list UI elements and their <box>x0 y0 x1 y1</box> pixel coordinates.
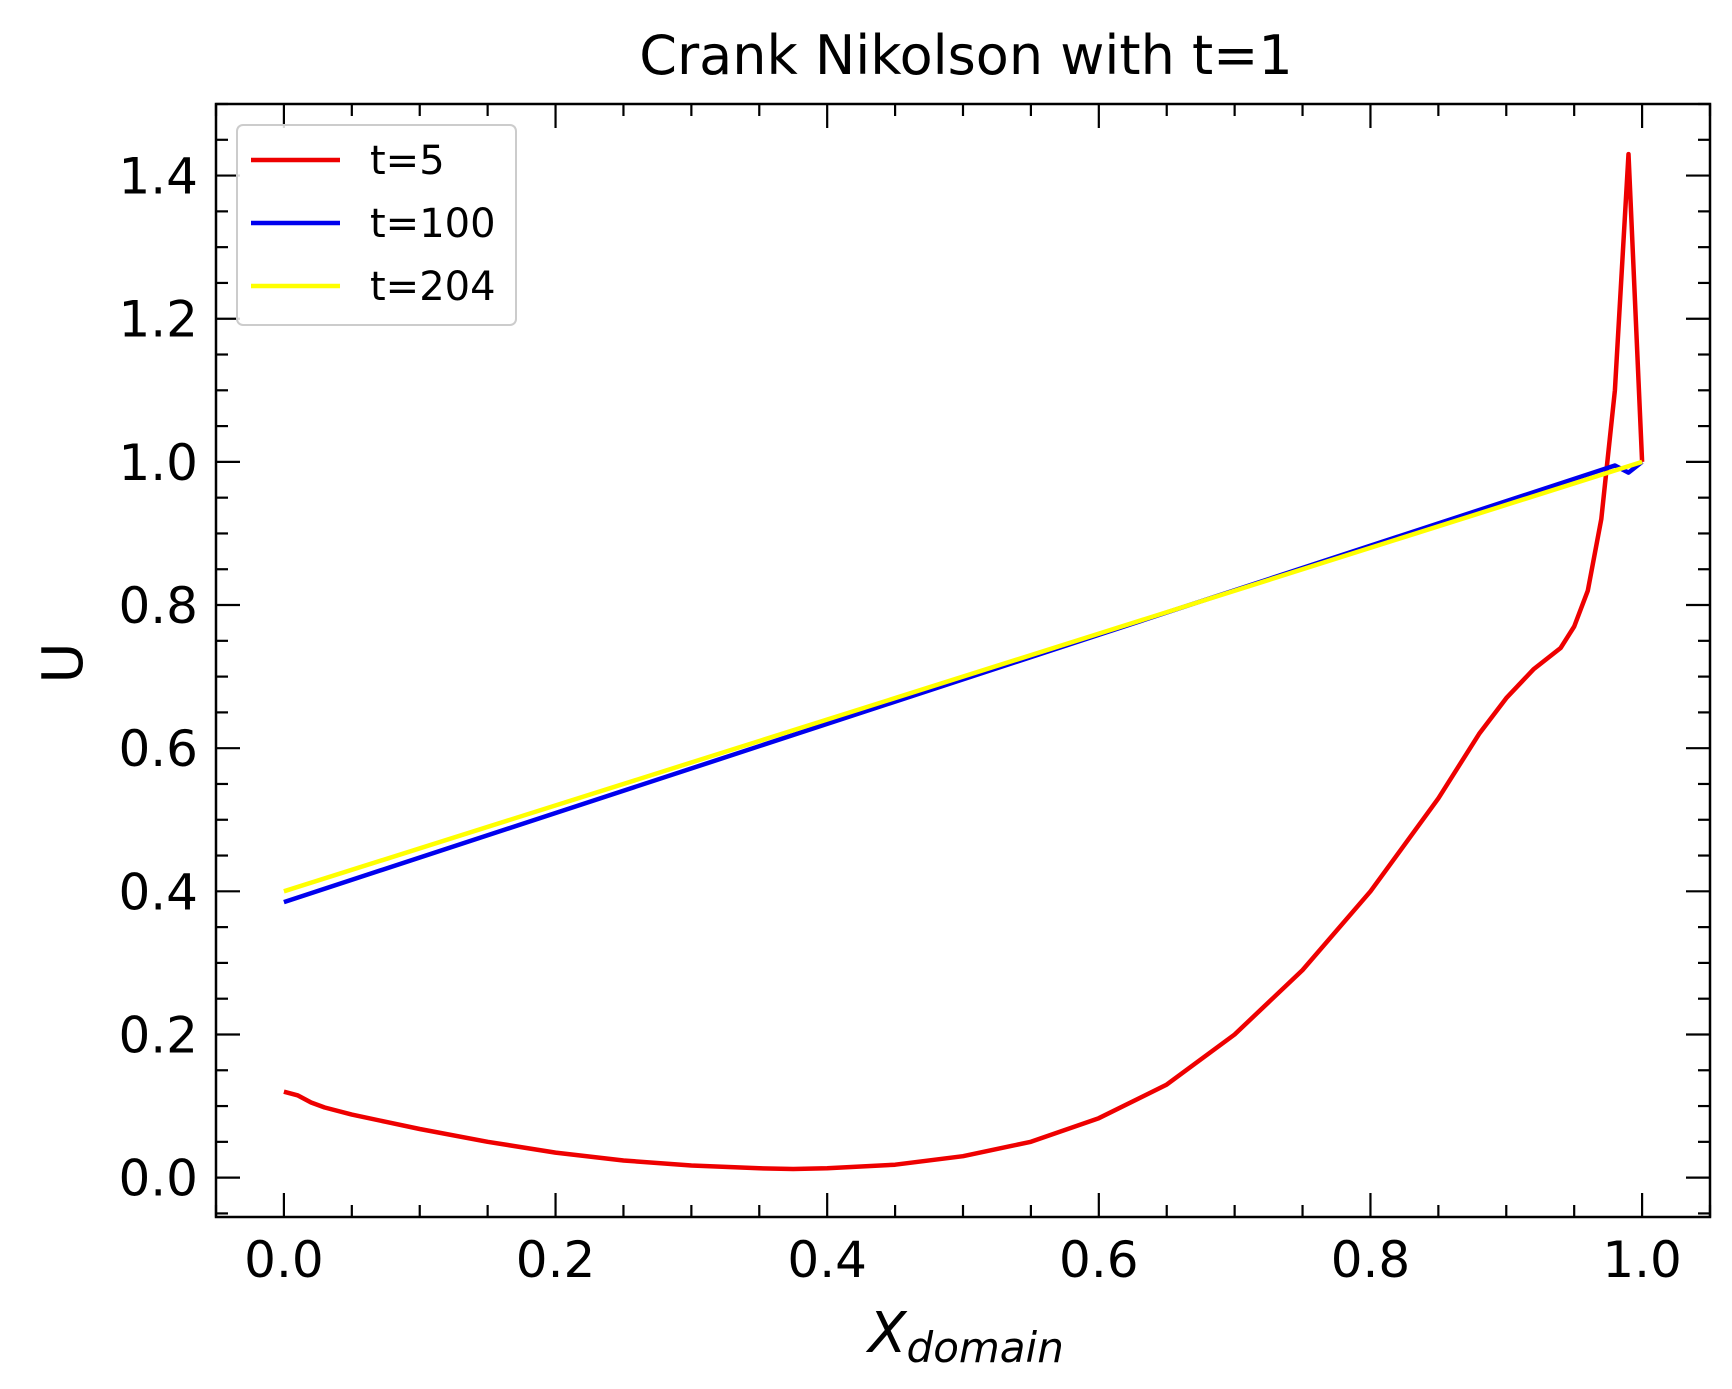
y-tick-label: 1.0 <box>118 434 198 492</box>
x-tick-label: 0.8 <box>1331 1231 1411 1289</box>
y-tick-label: 0.6 <box>118 720 198 778</box>
legend-label-1: t=100 <box>370 201 496 247</box>
x-tick-label: 0.2 <box>516 1231 596 1289</box>
legend-label-0: t=5 <box>370 138 445 184</box>
y-tick-label: 1.4 <box>118 148 198 206</box>
x-axis-label-subscript: domain <box>907 1323 1064 1372</box>
ticks-layer: 0.0 0.2 0.4 0.6 0.8 1.0 0.0 0.2 0.4 0.6 0.8 1.0 1.2 1… <box>118 102 1712 1289</box>
x-tick-label: 0.0 <box>244 1231 324 1289</box>
series-layer <box>283 151 1645 1172</box>
y-axis-label: U <box>31 643 96 684</box>
legend-box <box>236 124 517 326</box>
x-tick-label: 0.6 <box>1059 1231 1139 1289</box>
y-tick-label: 0.2 <box>118 1006 198 1064</box>
series-line-0 <box>283 151 1645 1172</box>
x-tick-label: 1.0 <box>1602 1231 1682 1289</box>
chart-title: Crank Nikolson with t=1 <box>639 24 1293 87</box>
legend-label-2: t=204 <box>370 264 496 310</box>
y-tick-label: 1.2 <box>118 291 198 349</box>
x-tick-label: 0.4 <box>787 1231 867 1289</box>
x-axis-label-main: X <box>865 1301 908 1366</box>
y-tick-label: 0.8 <box>118 577 198 635</box>
legend: t=5 t=100 t=204 <box>236 124 517 326</box>
y-tick-label: 0.0 <box>118 1150 198 1208</box>
y-tick-label: 0.4 <box>118 863 198 921</box>
plot-frame <box>214 102 1712 1219</box>
x-axis-label: Xdomain <box>865 1301 1064 1372</box>
series-line-2 <box>283 459 1643 894</box>
